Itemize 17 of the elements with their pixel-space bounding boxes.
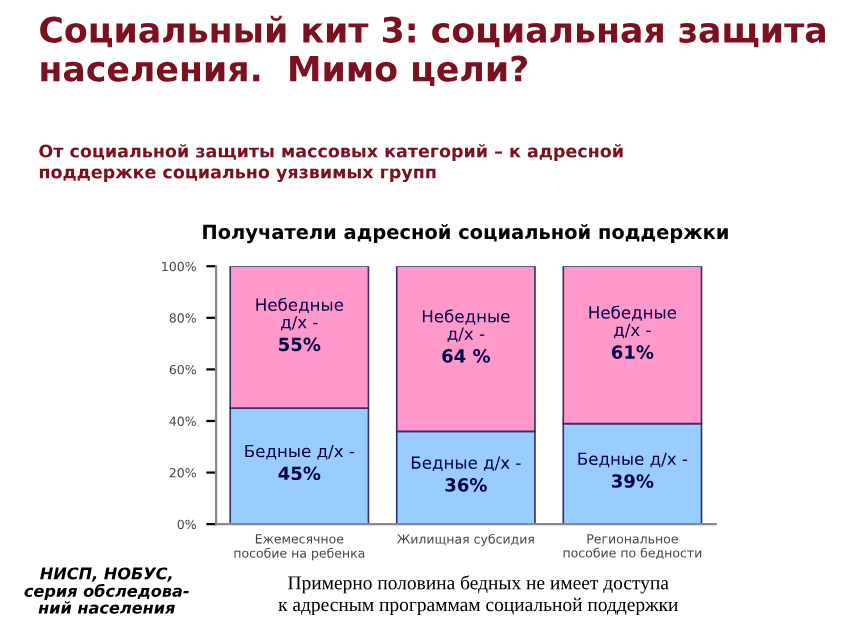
data-label: 45% <box>278 466 321 481</box>
data-label: 36% <box>445 478 487 492</box>
text: Примерно половина бедных не имеет доступа к адресным программам социальной поддержки <box>278 575 678 616</box>
data-label: 64 % <box>442 349 491 363</box>
chart-title: Социальный кит 3: социальная защита населения. Мимо цели? <box>40 15 825 87</box>
text: Получатели адресной социальной поддержки <box>203 224 728 244</box>
chart-subtitle: От социальной защиты массовых категорий – к адресной поддержке социально уязвимых групп <box>39 144 623 183</box>
text: Небедные д/х - <box>422 309 510 343</box>
data-label: 39% <box>611 474 654 488</box>
data-label: 55% <box>279 337 321 352</box>
series-label: Бедные д/х - <box>245 444 355 460</box>
text: НИСП, НОБУС, серия обследова- ний населения <box>24 567 189 614</box>
series-label: Небедные д/х - <box>589 305 677 339</box>
text: Небедные д/х - <box>256 297 344 331</box>
text: Бедные д/х - <box>578 452 688 468</box>
text: Бедные д/х - <box>411 456 521 472</box>
data-label: 61% <box>611 345 654 359</box>
